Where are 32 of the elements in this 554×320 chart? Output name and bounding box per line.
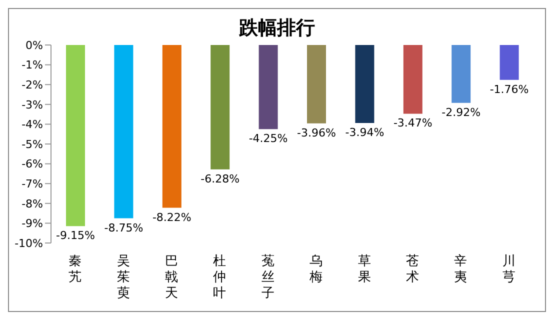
x-tick-label: 川芎 (502, 254, 516, 285)
y-tick-label: -5% (22, 138, 43, 151)
data-label: -9.15% (56, 229, 95, 242)
x-tick-label: 草果 (358, 254, 371, 285)
x-tick-label: 乌梅 (308, 254, 323, 285)
data-label: -2.92% (442, 106, 481, 119)
y-tick-label: -2% (22, 78, 43, 92)
data-label: -1.76% (490, 82, 529, 96)
y-tick-label: -8% (22, 197, 43, 210)
y-tick-label: -7% (22, 178, 43, 191)
x-tick-label: 秦艽 (68, 254, 82, 285)
data-label: -3.94% (345, 126, 384, 140)
data-label: -8.75% (104, 221, 144, 234)
chart-title: 跌幅排行 (239, 17, 315, 39)
x-tick-label: 杜仲叶 (213, 254, 226, 301)
y-tick-label: 0% (26, 38, 43, 52)
x-tick-label: 辛夷 (454, 254, 468, 285)
x-tick-label: 苍术 (406, 254, 419, 285)
data-label: -8.22% (152, 210, 192, 224)
x-tick-label: 菟丝子 (261, 254, 274, 301)
y-tick-label: -6% (22, 158, 43, 171)
x-tick-label: 巴戟天 (165, 254, 178, 301)
data-label: -4.25% (248, 132, 288, 146)
x-tick-label: 吴茱萸 (116, 254, 130, 301)
y-tick-label: -3% (22, 98, 43, 112)
y-tick-label: -10% (14, 236, 43, 250)
y-tick-label: -9% (22, 217, 43, 230)
y-tick-label: -4% (22, 118, 43, 132)
y-tick-label: -1% (22, 58, 43, 72)
data-label: -3.96% (297, 126, 336, 140)
data-label: -3.47% (393, 116, 432, 130)
data-label: -6.28% (200, 172, 240, 186)
